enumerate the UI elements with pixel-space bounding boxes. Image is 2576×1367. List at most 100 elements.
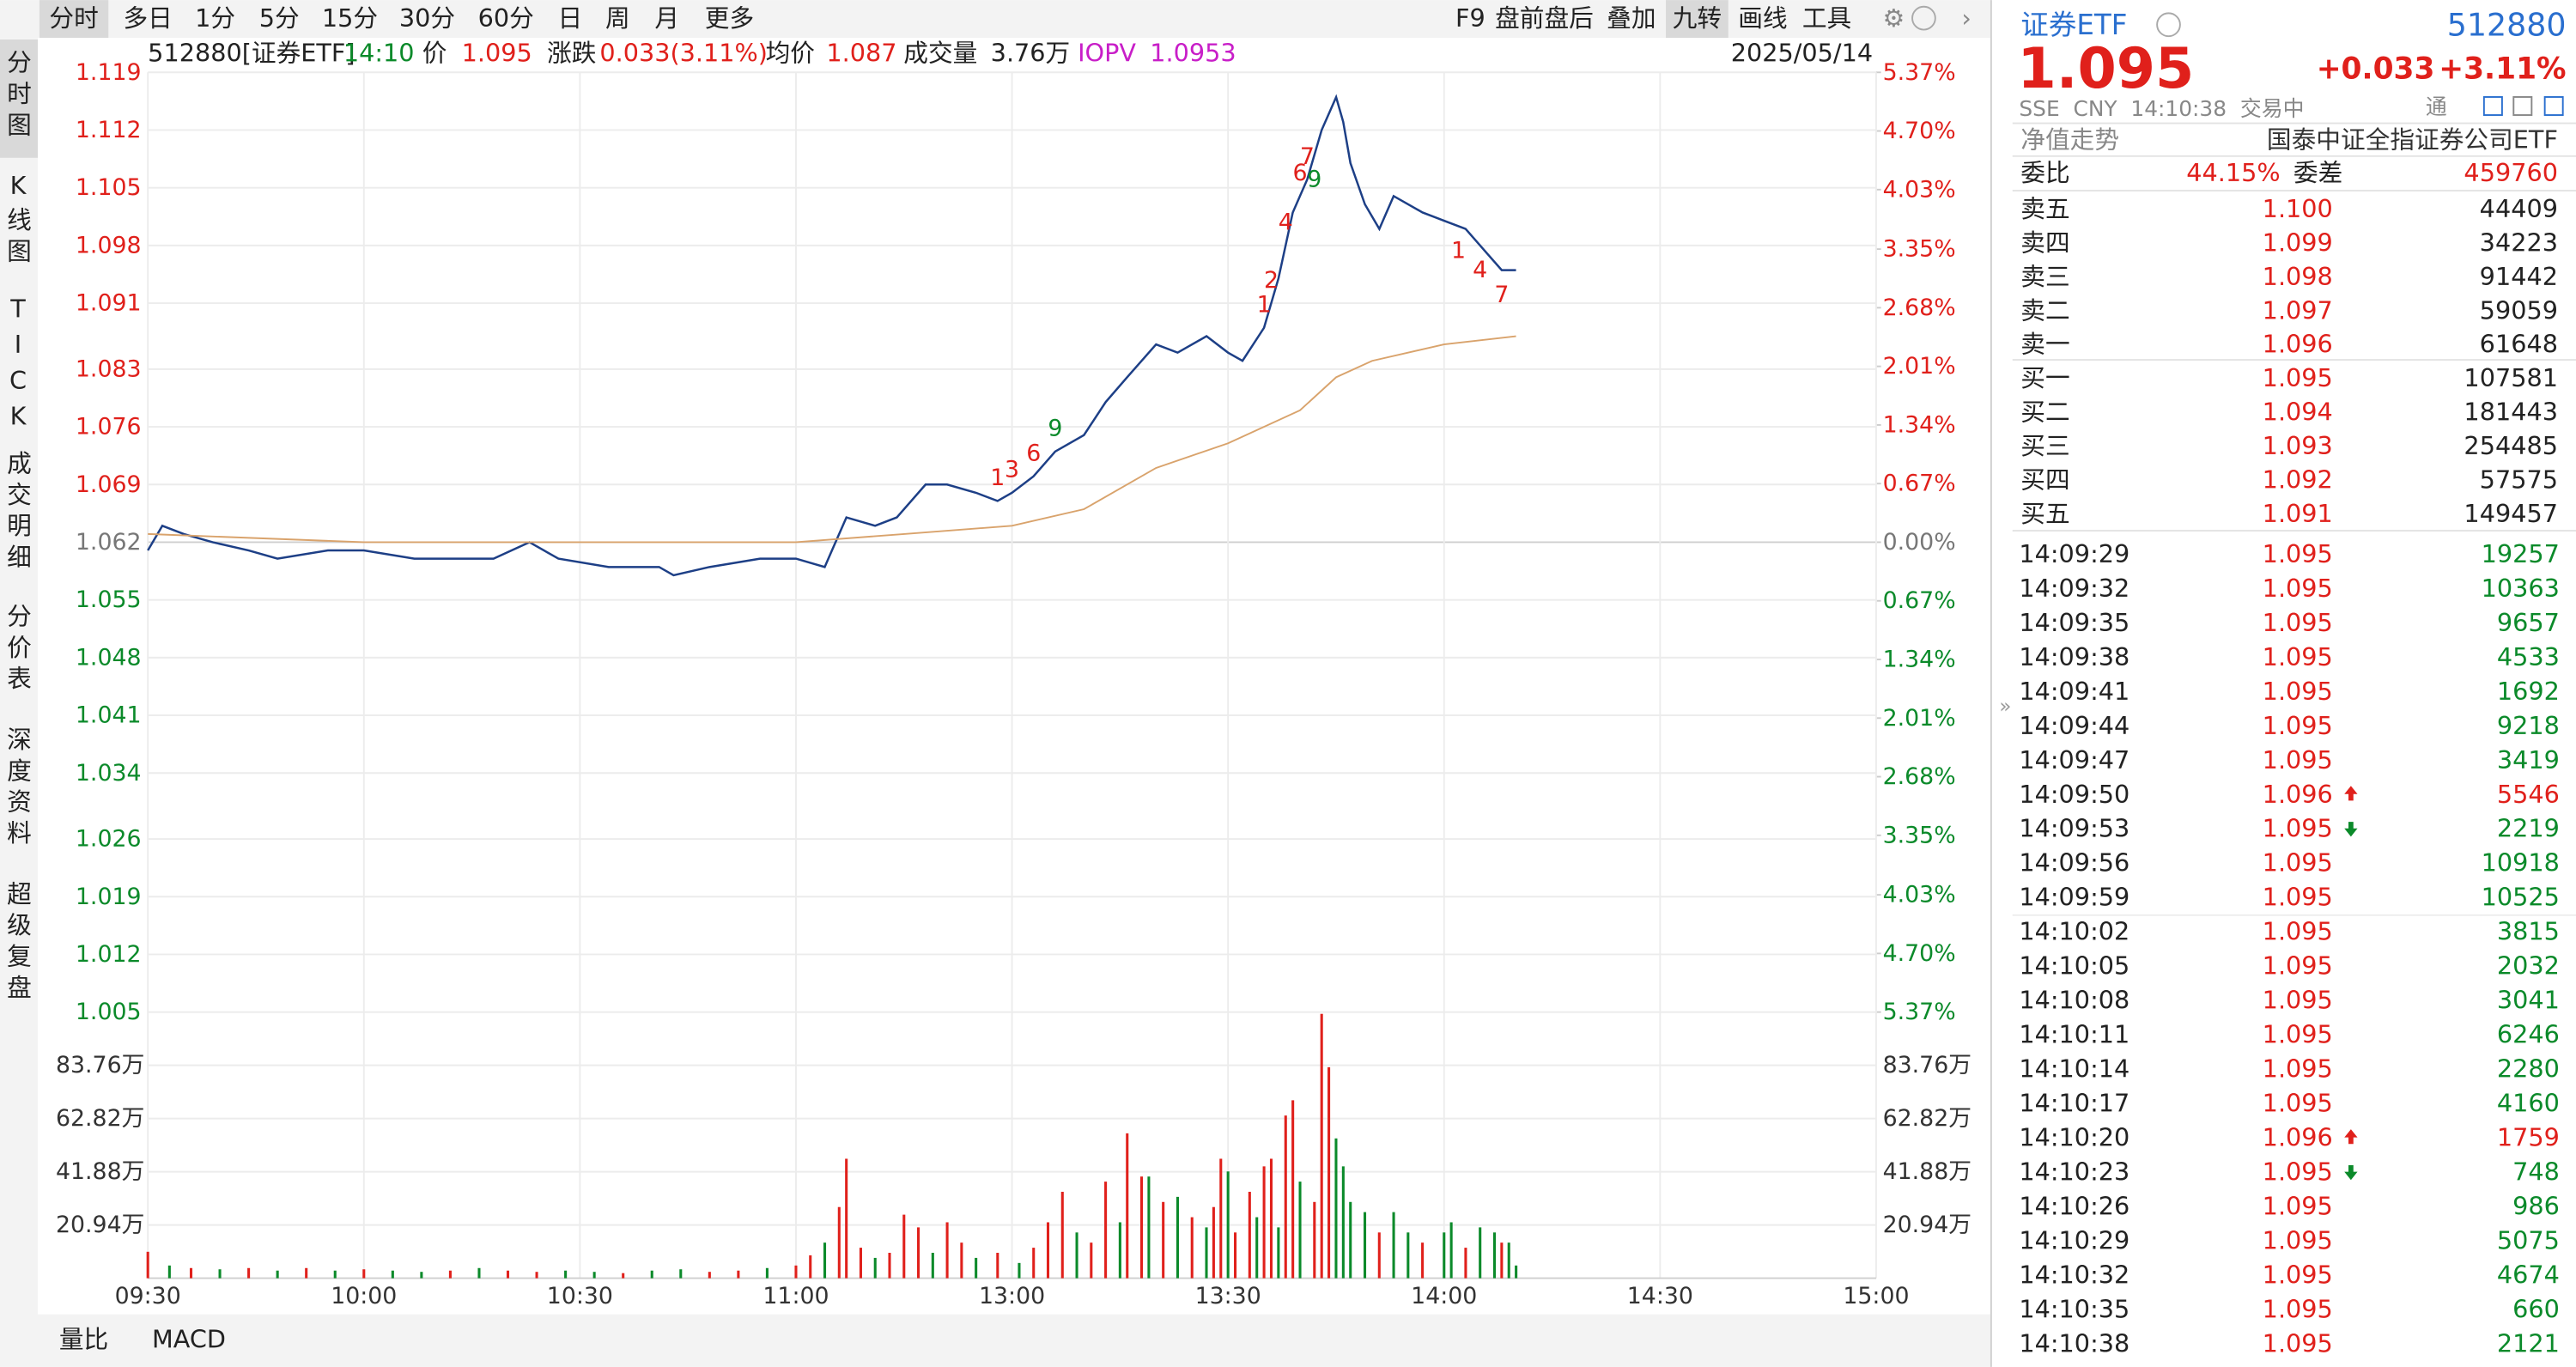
period-tab[interactable]: 15分 xyxy=(322,3,378,33)
sidebar-item[interactable]: TICK xyxy=(3,295,33,438)
info-date: 2025/05/14 xyxy=(1731,38,1873,67)
y2-tick-label: 5.37% xyxy=(1883,999,1956,1025)
y-tick-label: 1.069 xyxy=(76,471,142,498)
trade-time: 14:10:20 xyxy=(2019,1123,2129,1152)
volume-bar xyxy=(167,1265,171,1279)
collapse-icon[interactable]: » xyxy=(1999,696,2011,718)
period-tab[interactable]: 5分 xyxy=(259,3,300,33)
x-tick-label: 09:30 xyxy=(115,1283,181,1309)
edit-icon[interactable] xyxy=(2482,96,2503,116)
trade-volume: 5075 xyxy=(2497,1226,2560,1255)
volume-bar xyxy=(1219,1158,1223,1279)
book-level: 买五 xyxy=(2020,499,2069,528)
book-price: 1.096 xyxy=(2263,330,2333,359)
nine-turn-label: 1 xyxy=(1257,292,1272,319)
help-icon[interactable] xyxy=(1911,5,1936,31)
y-tick-label: 1.076 xyxy=(76,414,142,440)
gear-icon[interactable]: ⚙ xyxy=(1883,3,1905,33)
tool-button[interactable]: 盘前盘后 xyxy=(1495,3,1594,33)
volume-bar xyxy=(1162,1201,1165,1279)
period-tab[interactable]: 多日 xyxy=(124,3,173,33)
quote-name: 证券ETF xyxy=(2020,9,2127,41)
trade-price: 1.095 xyxy=(2263,1192,2333,1221)
period-tab[interactable]: 月 xyxy=(654,3,679,33)
trade-time: 14:09:50 xyxy=(2019,780,2129,809)
tool-button[interactable]: 工具 xyxy=(1802,3,1851,33)
book-volume: 34223 xyxy=(2480,228,2558,257)
trade-volume: 6246 xyxy=(2497,1020,2560,1049)
average-line xyxy=(148,335,1516,544)
nine-turn-label: 4 xyxy=(1279,210,1293,236)
trade-price: 1.095 xyxy=(2263,986,2333,1015)
sidebar-item[interactable]: K线图 xyxy=(3,171,33,269)
period-tab[interactable]: 日 xyxy=(558,3,583,33)
trade-time: 14:10:08 xyxy=(2019,986,2129,1015)
volume-bar xyxy=(564,1270,568,1279)
trade-price: 1.095 xyxy=(2263,1054,2333,1084)
nine-turn-label: 6 xyxy=(1293,160,1308,186)
period-tab[interactable]: 周 xyxy=(605,3,630,33)
y2-tick-label: 0.00% xyxy=(1883,529,1956,556)
sidebar-item[interactable]: 深度资料 xyxy=(3,726,33,851)
y-tick-label: 1.005 xyxy=(76,999,142,1025)
book-level: 买三 xyxy=(2020,431,2069,460)
trade-price: 1.095 xyxy=(2263,848,2333,878)
volume-bar xyxy=(1320,1013,1323,1279)
sidebar-item[interactable]: 分价表 xyxy=(3,603,33,696)
trade-volume: 3419 xyxy=(2497,745,2560,775)
sidebar-item[interactable]: 分时图 xyxy=(3,49,33,143)
book-volume: 91442 xyxy=(2480,262,2558,291)
volume-bar xyxy=(1212,1206,1215,1279)
period-tab[interactable]: 更多 xyxy=(705,3,754,33)
period-tab[interactable]: 1分 xyxy=(195,3,235,33)
book-level: 卖一 xyxy=(2020,330,2069,359)
period-tab[interactable]: 60分 xyxy=(478,3,534,33)
volume-bar xyxy=(535,1272,538,1279)
x-tick-label: 14:30 xyxy=(1627,1283,1693,1309)
bottom-tab[interactable]: 量比 xyxy=(59,1324,108,1353)
tool-button[interactable]: 画线 xyxy=(1738,3,1787,33)
book-price: 1.097 xyxy=(2263,295,2333,325)
period-tab[interactable]: 30分 xyxy=(399,3,455,33)
y-tick-label: 1.026 xyxy=(76,826,142,853)
book-volume: 59059 xyxy=(2480,295,2558,325)
window-icon[interactable] xyxy=(2512,96,2533,116)
volume-bar xyxy=(1176,1196,1179,1279)
sidebar-item[interactable]: 超级复盘 xyxy=(3,881,33,1006)
info-icon[interactable] xyxy=(2156,12,2181,38)
period-tab[interactable]: 分时 xyxy=(49,3,98,33)
volume-bar xyxy=(333,1270,337,1279)
volume-bar xyxy=(650,1270,653,1279)
volume-bar xyxy=(1464,1248,1467,1279)
bottom-tab[interactable]: MACD xyxy=(152,1324,226,1353)
tool-button[interactable]: 叠加 xyxy=(1607,3,1656,33)
sidebar-item[interactable]: 成交明细 xyxy=(3,450,33,574)
next-icon[interactable]: › xyxy=(1961,3,1971,33)
fund-name: 国泰中证全指证券公司ETF xyxy=(2267,125,2558,155)
y2-tick-label: 3.35% xyxy=(1883,822,1956,848)
tool-button[interactable]: 九转 xyxy=(1673,3,1722,33)
nine-turn-label: 4 xyxy=(1473,257,1487,283)
volume-tick-label: 62.82万 xyxy=(1883,1105,1971,1132)
trade-time: 14:10:29 xyxy=(2019,1226,2129,1255)
trade-volume: 19257 xyxy=(2482,539,2560,568)
volume-bar xyxy=(622,1273,625,1279)
volume-bar xyxy=(1147,1176,1151,1279)
trade-volume: 3815 xyxy=(2497,917,2560,946)
volume-bar xyxy=(247,1267,251,1279)
volume-bar xyxy=(1298,1182,1302,1279)
y2-tick-label: 3.35% xyxy=(1883,236,1956,263)
tool-button[interactable]: F9 xyxy=(1455,3,1485,33)
y-tick-label: 1.105 xyxy=(76,174,142,201)
y2-tick-label: 2.68% xyxy=(1883,763,1956,790)
x-tick-label: 13:30 xyxy=(1195,1283,1261,1309)
info-avg: 1.087 xyxy=(826,38,896,67)
book-volume: 181443 xyxy=(2464,398,2558,427)
nine-turn-label: 1 xyxy=(990,465,1005,491)
volume-bar xyxy=(1104,1182,1108,1279)
add-icon[interactable] xyxy=(2543,96,2564,116)
trade-price: 1.095 xyxy=(2263,745,2333,775)
volume-bar xyxy=(477,1267,481,1279)
volume-bar xyxy=(1327,1066,1331,1279)
